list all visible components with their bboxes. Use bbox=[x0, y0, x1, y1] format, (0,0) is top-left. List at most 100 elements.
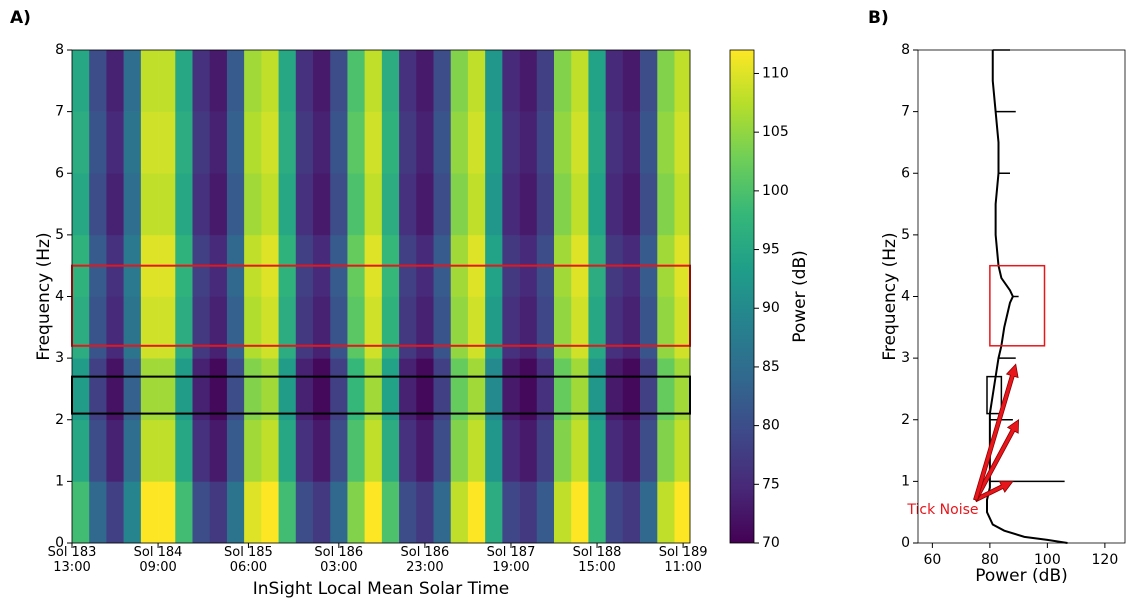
colorbar-tick-label: 95 bbox=[762, 242, 780, 258]
heatmap-cell bbox=[278, 296, 297, 359]
heatmap-cell bbox=[123, 481, 142, 544]
heatmap-cell bbox=[657, 111, 675, 174]
heatmap-cell bbox=[433, 50, 452, 112]
heatmap-cell bbox=[467, 419, 486, 482]
heatmap-cell bbox=[364, 50, 383, 112]
highlight-box bbox=[989, 264, 1046, 347]
heatmap-cell bbox=[433, 296, 452, 359]
heatmap-cell bbox=[588, 111, 606, 174]
heatmap-cell bbox=[657, 358, 675, 421]
heatmap-cell bbox=[622, 173, 641, 236]
heatmap-cell bbox=[399, 173, 417, 236]
y-tick-label: 5 bbox=[55, 227, 64, 243]
heatmap-cell bbox=[416, 50, 434, 112]
heatmap-cell bbox=[657, 50, 675, 112]
heatmap-cell bbox=[89, 173, 107, 236]
heatmap-cell bbox=[330, 358, 348, 421]
heatmap-cell bbox=[209, 481, 228, 544]
heatmap-cell bbox=[519, 111, 538, 174]
heatmap-cell bbox=[640, 50, 658, 112]
colorbar-tick-label: 105 bbox=[762, 124, 789, 140]
heatmap-cell bbox=[622, 50, 641, 112]
heatmap-cell bbox=[622, 419, 641, 482]
heatmap-cell bbox=[381, 296, 400, 359]
heatmap-cell bbox=[175, 173, 193, 236]
heatmap-cell bbox=[381, 419, 400, 482]
heatmap-cell bbox=[364, 481, 383, 544]
y-tick-label: 4 bbox=[55, 289, 64, 305]
heatmap-cell bbox=[657, 173, 675, 236]
heatmap-cell bbox=[467, 296, 486, 359]
heatmap-cell bbox=[364, 111, 383, 174]
heatmap-cell bbox=[140, 419, 159, 482]
heatmap-cell bbox=[261, 111, 279, 174]
heatmap-cell bbox=[588, 173, 606, 236]
heatmap-cell bbox=[450, 296, 469, 359]
heatmap-cell bbox=[571, 50, 589, 112]
heatmap-cell bbox=[295, 111, 314, 174]
heatmap-cell bbox=[399, 50, 417, 112]
heatmap-cell bbox=[72, 358, 90, 421]
plot-area bbox=[918, 50, 1125, 543]
heatmap-cell bbox=[72, 50, 90, 112]
heatmap-cell bbox=[674, 50, 691, 112]
heatmap-cell bbox=[226, 481, 245, 544]
heatmap-cell bbox=[364, 296, 383, 359]
heatmap-cell bbox=[485, 111, 503, 174]
y-tick-label: 8 bbox=[901, 42, 910, 58]
heatmap-cell bbox=[123, 296, 142, 359]
heatmap-cell bbox=[244, 173, 262, 236]
heatmap-cell bbox=[399, 481, 417, 544]
heatmap-cell bbox=[502, 50, 520, 112]
heatmap-cell bbox=[140, 358, 159, 421]
x-tick-label: 60 bbox=[923, 552, 941, 568]
heatmap-cell bbox=[209, 173, 228, 236]
heatmap-cell bbox=[640, 296, 658, 359]
y-tick-label: 5 bbox=[901, 227, 910, 243]
y-tick-label: 4 bbox=[901, 289, 910, 305]
heatmap-cell bbox=[640, 111, 658, 174]
heatmap-cell bbox=[416, 111, 434, 174]
heatmap-cell bbox=[140, 50, 159, 112]
heatmap-cell bbox=[209, 50, 228, 112]
colorbar-tick-label: 85 bbox=[762, 359, 780, 375]
heatmap-cell bbox=[278, 419, 297, 482]
heatmap-cell bbox=[123, 50, 142, 112]
heatmap-cell bbox=[605, 111, 624, 174]
heatmap-cell bbox=[467, 481, 486, 544]
colorbar-tick-label: 80 bbox=[762, 418, 780, 434]
heatmap-cell bbox=[433, 173, 452, 236]
heatmap-cell bbox=[605, 358, 624, 421]
heatmap-cell bbox=[347, 419, 365, 482]
heatmap-cell bbox=[123, 111, 142, 174]
heatmap-cell bbox=[536, 111, 555, 174]
heatmap-cell bbox=[278, 358, 297, 421]
heatmap-cell bbox=[209, 111, 228, 174]
heatmap-cell bbox=[72, 419, 90, 482]
heatmap-cell bbox=[640, 173, 658, 236]
heatmap-cell bbox=[192, 111, 211, 174]
heatmap-cell bbox=[588, 296, 606, 359]
heatmap-cell bbox=[175, 50, 193, 112]
heatmap-cell bbox=[399, 296, 417, 359]
heatmap-cell bbox=[605, 296, 624, 359]
heatmap-cell bbox=[89, 111, 107, 174]
heatmap-cell bbox=[605, 419, 624, 482]
heatmap-cell bbox=[536, 50, 555, 112]
heatmap-cell bbox=[106, 111, 124, 174]
heatmap-cell bbox=[674, 111, 691, 174]
heatmap-cell bbox=[106, 358, 124, 421]
colorbar-tick-label: 70 bbox=[762, 535, 780, 551]
heatmap-cell bbox=[381, 111, 400, 174]
x-tick-label: Sol 187 19:00 bbox=[486, 545, 536, 575]
heatmap-cell bbox=[485, 481, 503, 544]
heatmap-cell bbox=[295, 419, 314, 482]
heatmap-cell bbox=[313, 173, 331, 236]
colorbar bbox=[729, 49, 755, 544]
heatmap-cell bbox=[657, 419, 675, 482]
heatmap-cell bbox=[123, 419, 142, 482]
heatmap-cell bbox=[622, 481, 641, 544]
heatmap-cell bbox=[192, 481, 211, 544]
heatmap-cell bbox=[450, 173, 469, 236]
